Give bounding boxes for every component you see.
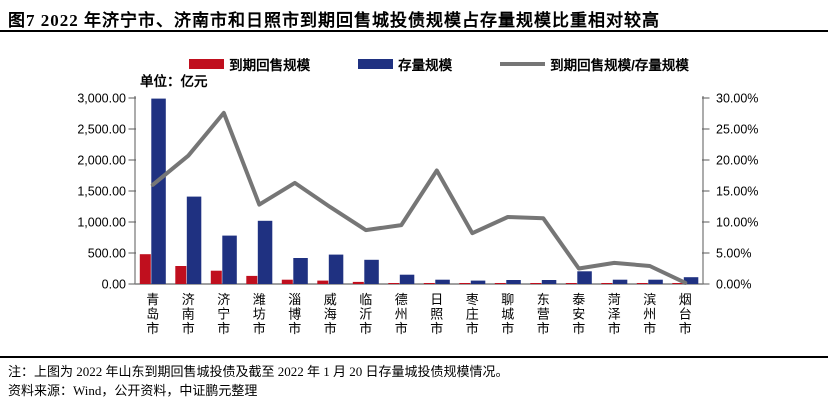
x-axis-label: 威海市 — [324, 292, 337, 336]
stock-bar — [151, 98, 166, 284]
figure-note: 注：上图为 2022 年山东到期回售城投债及截至 2022 年 1 月 20 日… — [8, 364, 509, 379]
left-axis-tick-label: 2,500.00 — [77, 123, 126, 137]
legend-label-ratio: 到期回售规模/存量规模 — [550, 58, 689, 73]
maturity-bar — [210, 270, 222, 284]
maturity-bar — [388, 283, 400, 284]
axis-unit-label: 单位：亿元 — [140, 74, 208, 89]
x-axis-label: 临沂市 — [359, 292, 372, 336]
x-axis-label: 烟台市 — [679, 292, 692, 336]
legend-label-stock: 存量规模 — [398, 58, 453, 73]
x-axis-label: 聊城市 — [501, 292, 514, 336]
legend-item-stock: 存量规模 — [358, 54, 452, 74]
maturity-bar — [565, 283, 577, 284]
stock-bar — [577, 271, 592, 284]
stock-bar — [293, 258, 308, 284]
stock-bar — [648, 279, 663, 284]
maturity-bar — [459, 283, 471, 284]
x-axis-label: 济南市 — [182, 292, 195, 336]
stock-bar — [506, 280, 521, 284]
left-axis-tick-label: 2,000.00 — [77, 154, 126, 168]
maturity-bar — [636, 283, 648, 284]
maturity-bar — [175, 266, 187, 284]
chart-legend: 到期回售规模 存量规模 到期回售规模/存量规模 — [25, 54, 828, 74]
x-axis-label: 青岛市 — [146, 292, 159, 336]
right-axis-tick-label: 15.00% — [716, 185, 758, 199]
stock-bar — [364, 259, 379, 284]
x-axis-label: 菏泽市 — [608, 292, 621, 336]
stock-bar — [435, 279, 450, 284]
maturity-bar — [494, 283, 506, 284]
right-axis-tick-label: 25.00% — [716, 123, 758, 137]
stock-bar — [399, 274, 415, 284]
x-axis-label: 德州市 — [395, 292, 408, 336]
x-axis-label: 东营市 — [537, 292, 550, 336]
stock-swatch-icon — [358, 59, 394, 69]
legend-item-ratio: 到期回售规模/存量规模 — [500, 54, 689, 74]
maturity-bar — [317, 280, 329, 284]
x-axis-label: 济宁市 — [217, 292, 230, 336]
x-axis-label: 潍坊市 — [253, 292, 266, 336]
x-axis-label: 淄博市 — [288, 292, 301, 336]
maturity-bar — [139, 254, 151, 284]
right-axis-tick-label: 20.00% — [716, 154, 758, 168]
right-axis-tick-label: 30.00% — [716, 92, 758, 106]
maturity-bar — [601, 283, 613, 284]
left-axis-tick-label: 1,500.00 — [77, 185, 126, 199]
x-axis-label: 日照市 — [430, 292, 443, 336]
legend-label-maturity: 到期回售规模 — [229, 58, 311, 73]
right-axis-tick-label: 10.00% — [716, 216, 758, 230]
left-axis-tick-label: 1,000.00 — [77, 216, 126, 230]
x-axis-label: 泰安市 — [572, 292, 585, 336]
x-axis-label: 枣庄市 — [466, 292, 479, 336]
maturity-swatch-icon — [189, 59, 225, 69]
title-divider — [0, 30, 828, 32]
stock-bar — [683, 277, 699, 284]
stock-bar — [222, 235, 237, 284]
left-axis-tick-label: 0.00 — [102, 278, 126, 292]
maturity-bar — [246, 275, 258, 284]
figure-title: 图7 2022 年济宁市、济南市和日照市到期回售城投债规模占存量规模比重相对较高 — [8, 11, 660, 30]
left-axis-tick-label: 500.00 — [88, 247, 126, 261]
stock-bar — [257, 220, 273, 284]
right-axis-tick-label: 5.00% — [716, 247, 751, 261]
maturity-bar — [352, 281, 364, 284]
legend-item-maturity: 到期回售规模 — [189, 54, 310, 74]
stock-bar — [612, 279, 628, 284]
x-axis-label: 滨州市 — [643, 292, 656, 336]
stock-bar — [328, 254, 344, 284]
stock-bar — [186, 196, 202, 284]
right-axis-tick-label: 0.00% — [716, 278, 751, 292]
stock-bar — [470, 280, 486, 284]
footer-divider — [0, 356, 828, 358]
maturity-bar — [423, 283, 435, 284]
ratio-line — [150, 110, 688, 285]
maturity-bar — [281, 279, 293, 284]
stock-bar — [541, 280, 557, 284]
ratio-swatch-icon — [500, 62, 546, 66]
maturity-bar — [530, 283, 542, 284]
figure-source: 资料来源：Wind，公开资料，中证鹏元整理 — [8, 383, 258, 398]
maturity-bar — [672, 283, 684, 284]
left-axis-tick-label: 3,000.00 — [77, 92, 126, 106]
